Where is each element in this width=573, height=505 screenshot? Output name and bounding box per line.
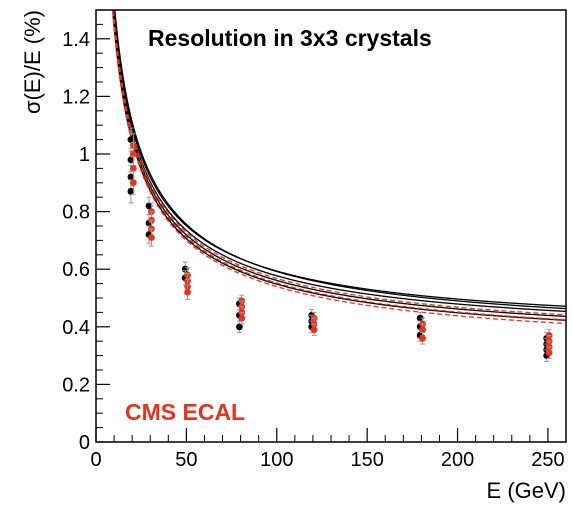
data-point-red: [129, 179, 137, 187]
x-axis-title: E (GeV): [487, 478, 566, 503]
data-points: [127, 127, 553, 362]
y-axis-title: σ(E)/E (%): [20, 10, 45, 114]
data-point-red: [129, 165, 137, 172]
y-tick-label: 1.4: [62, 29, 90, 51]
y-tick-label: 0.6: [62, 259, 90, 281]
data-point-black: [127, 156, 135, 164]
y-tick-label: 0.2: [62, 374, 90, 396]
y-tick-label: 0.4: [62, 317, 90, 339]
y-axis: 0 0.2 0.4 0.6 0.8 1 1.2 1.4: [62, 9, 110, 454]
y-tick-label: 0.8: [62, 202, 90, 224]
x-tick-label: 50: [175, 449, 197, 471]
data-point-black: [127, 173, 135, 181]
fit-curve-black-2: [113, 10, 566, 307]
data-point-red: [184, 288, 191, 296]
data-point-red: [419, 334, 426, 342]
fit-curve-black-1: [112, 10, 566, 313]
data-point-red: [148, 234, 155, 241]
x-tick-label: 100: [260, 449, 293, 471]
fit-curve-red-6: [111, 10, 566, 325]
data-point-red: [129, 150, 137, 158]
cms-ecal-label: CMS ECAL: [125, 399, 245, 425]
data-point-black: [236, 323, 243, 331]
fit-curve-black-3: [112, 10, 566, 321]
fit-curve-red-5: [112, 10, 566, 321]
data-point-red: [310, 326, 318, 334]
x-tick-label: 150: [350, 449, 383, 471]
data-point-black: [127, 136, 135, 144]
data-point-red: [545, 349, 553, 357]
fit-curves: [111, 10, 566, 325]
y-tick-label: 1.2: [62, 86, 90, 108]
y-tick-label: 1: [79, 144, 90, 166]
data-point-red: [238, 314, 246, 322]
data-point-black: [127, 188, 135, 195]
y-tick-label: 0: [79, 432, 90, 454]
x-axis: 0 50 100 150 200 250: [90, 428, 567, 471]
x-tick-label: 250: [531, 449, 564, 471]
data-point-black: [145, 202, 153, 210]
data-point-red: [419, 326, 426, 334]
chart-title: Resolution in 3x3 crystals: [148, 25, 432, 51]
x-tick-label: 0: [90, 449, 101, 471]
plot-frame: [95, 9, 567, 443]
fit-curve-red-7: [112, 10, 566, 316]
fit-curve-black-4: [114, 10, 566, 310]
fit-curve-black-0: [112, 10, 566, 318]
x-tick-label: 200: [441, 449, 474, 471]
